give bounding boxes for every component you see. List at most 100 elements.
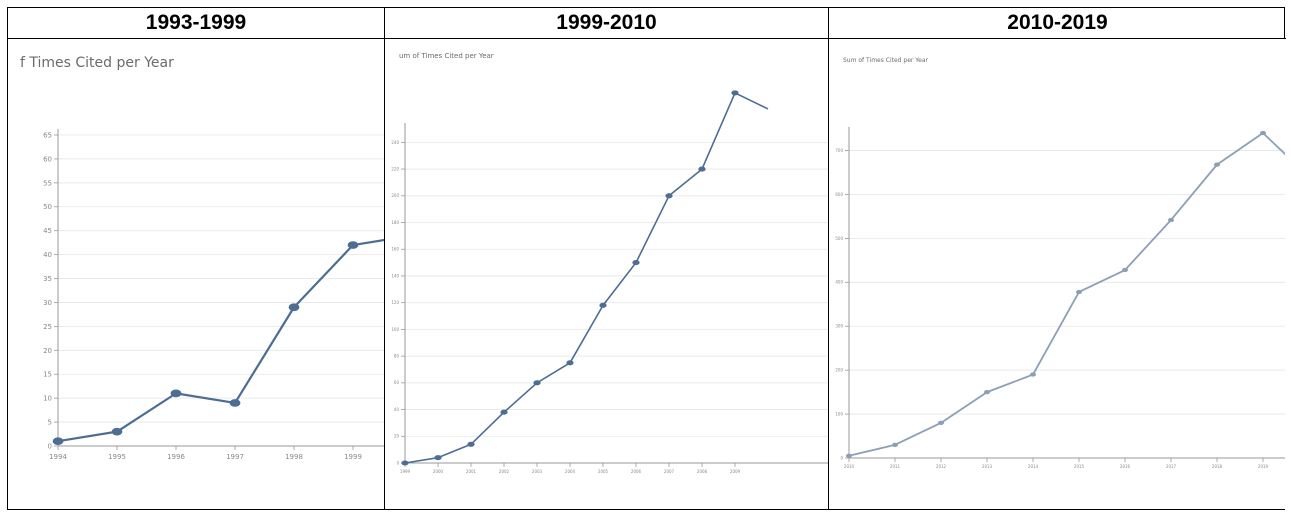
data-point — [731, 90, 739, 96]
x-tick-label: 2011 — [890, 464, 901, 469]
chart-panel: f Times Cited per Year 0 5 10 15 20 25 30 35 40 4… — [8, 39, 384, 509]
chart-panel: Sum of Times Cited per Year 0 100 200 300 40… — [829, 39, 1286, 509]
data-point — [229, 399, 241, 407]
y-tick-label: 220 — [391, 166, 399, 171]
x-tick-label: 2006 — [631, 469, 642, 474]
citations-line-chart: 0 5 10 15 20 25 30 35 40 45 50 55 60 65 1994 1995 1996 19… — [43, 129, 384, 461]
citations-line-chart: 0 20 40 60 80 100 120 140 160 180 200 220 240 1999 200… — [391, 90, 828, 474]
column-header: 2010-2019 — [829, 8, 1286, 39]
y-tick-label: 55 — [43, 179, 52, 187]
y-tick-label: 60 — [43, 155, 52, 163]
data-point — [467, 441, 475, 447]
data-point — [566, 360, 574, 366]
y-tick-label: 25 — [43, 323, 52, 331]
data-point — [632, 260, 640, 266]
y-tick-label: 60 — [394, 380, 400, 385]
y-tick-label: 40 — [43, 251, 52, 259]
y-tick-label: 160 — [391, 247, 399, 252]
x-tick-label: 2015 — [1074, 464, 1085, 469]
y-tick-label: 200 — [835, 368, 843, 373]
y-tick-label: 300 — [835, 324, 843, 329]
data-point — [52, 437, 64, 446]
y-tick-label: 700 — [835, 148, 843, 153]
x-tick-label: 2001 — [466, 469, 477, 474]
y-tick-label: 80 — [394, 354, 400, 359]
y-tick-label: 600 — [835, 192, 843, 197]
data-point — [1168, 217, 1174, 223]
column-header: 1993-1999 — [8, 8, 384, 39]
data-point — [1076, 289, 1082, 295]
y-tick-label: 30 — [43, 299, 52, 307]
y-tick-label: 0 — [840, 455, 843, 460]
y-tick-label: 10 — [43, 395, 52, 403]
y-tick-label: 500 — [835, 236, 843, 241]
x-tick-label: 1999 — [400, 469, 411, 474]
column-header: 1999-2010 — [385, 8, 828, 39]
data-point — [599, 302, 607, 308]
x-tick-label: 1997 — [226, 453, 244, 461]
x-tick-label: 2002 — [499, 469, 510, 474]
x-tick-label: 2010 — [844, 464, 855, 469]
y-tick-label: 180 — [391, 220, 399, 225]
x-tick-label: 2005 — [598, 469, 609, 474]
x-tick-label: 2013 — [982, 464, 993, 469]
data-point — [665, 193, 673, 199]
x-tick-label: 2003 — [532, 469, 543, 474]
data-point — [1260, 130, 1266, 136]
y-tick-label: 0 — [48, 442, 52, 450]
chart-title: um of Times Cited per Year — [399, 52, 494, 60]
x-tick-label: 2012 — [936, 464, 947, 469]
column-1999-2010: 1999-2010 um of Times Cited per Year 0 20… — [385, 8, 829, 509]
data-point — [288, 303, 300, 312]
chart-panel: um of Times Cited per Year 0 20 40 60 80 100 1… — [385, 39, 828, 509]
x-tick-label: 2016 — [1120, 464, 1131, 469]
x-tick-label: 2014 — [1028, 464, 1039, 469]
x-tick-label: 2009 — [730, 469, 741, 474]
citations-line-chart: 0 100 200 300 400 500 600 700 2010 2011 2012 2013 20… — [835, 127, 1285, 469]
data-point — [347, 241, 359, 249]
y-tick-label: 5 — [48, 419, 52, 427]
x-tick-label: 2000 — [433, 469, 444, 474]
data-point — [984, 389, 990, 395]
y-tick-label: 200 — [391, 193, 399, 198]
data-point — [846, 453, 852, 458]
y-tick-label: 140 — [391, 273, 399, 278]
y-tick-label: 50 — [43, 203, 52, 211]
y-tick-label: 65 — [43, 131, 52, 139]
data-point — [892, 442, 898, 447]
column-1993-1999: 1993-1999 f Times Cited per Year 0 5 10 15 2… — [8, 8, 385, 509]
data-point — [1122, 267, 1128, 273]
y-tick-label: 35 — [43, 275, 52, 283]
y-tick-label: 100 — [391, 327, 399, 332]
data-point — [1030, 372, 1036, 377]
y-tick-label: 45 — [43, 227, 52, 235]
x-tick-label: 1995 — [108, 453, 126, 461]
x-tick-label: 1994 — [49, 453, 67, 461]
x-tick-label: 2018 — [1212, 464, 1223, 469]
x-tick-label: 1999 — [344, 453, 362, 461]
x-tick-label: 2017 — [1166, 464, 1177, 469]
x-tick-label: 2019 — [1258, 464, 1269, 469]
table-frame: 1993-1999 f Times Cited per Year 0 5 10 15 2… — [7, 7, 1286, 510]
y-tick-label: 240 — [391, 140, 399, 145]
series-line — [57, 238, 384, 443]
data-point — [938, 420, 944, 425]
column-2010-2019: 2010-2019 Sum of Times Cited per Year 0 1… — [829, 8, 1286, 509]
data-point — [1214, 162, 1220, 167]
y-tick-label: 20 — [394, 434, 400, 439]
y-tick-label: 400 — [835, 280, 843, 285]
x-tick-label: 2004 — [565, 469, 576, 474]
data-point — [434, 455, 442, 461]
x-tick-label: 2007 — [664, 469, 675, 474]
y-tick-label: 20 — [43, 347, 52, 355]
y-tick-label: 100 — [835, 411, 843, 416]
y-tick-label: 120 — [391, 300, 399, 305]
series-line — [848, 132, 1285, 457]
x-tick-label: 2008 — [697, 469, 708, 474]
data-point — [698, 166, 706, 172]
chart-title: f Times Cited per Year — [20, 55, 174, 71]
chart-title: Sum of Times Cited per Year — [843, 57, 928, 64]
data-point — [500, 409, 508, 415]
data-point — [533, 380, 541, 386]
x-tick-label: 1998 — [285, 453, 303, 461]
